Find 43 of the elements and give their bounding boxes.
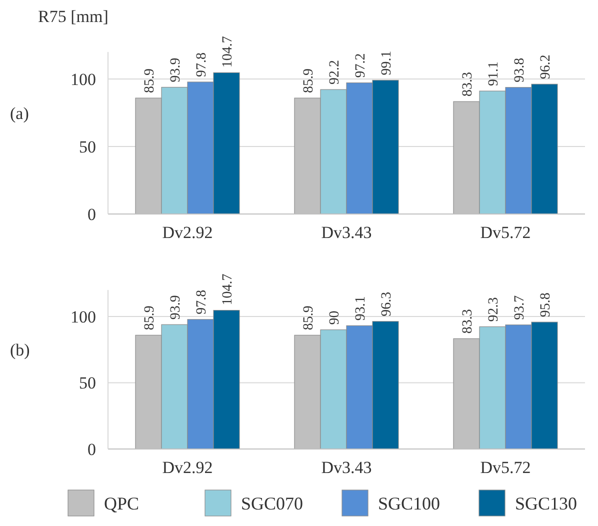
y-tick-label: 50	[79, 137, 96, 156]
text: (a)	[10, 104, 29, 123]
y-tick-label: 0	[88, 204, 96, 224]
x-tick-label: Dv2.92	[162, 223, 213, 242]
data-label: 92.3	[486, 297, 502, 322]
y-tick-label: 100	[70, 70, 96, 89]
data-label: 93.9	[168, 58, 184, 82]
y-tick-label: 0	[88, 440, 96, 459]
data-label: 85.9	[142, 306, 158, 330]
x-tick-label: Dv5.72	[480, 223, 531, 242]
data-label: 97.8	[194, 52, 210, 77]
data-label: 93.7	[512, 295, 528, 320]
y-axis-title: R75 [mm]	[38, 7, 108, 26]
data-label: 95.8	[538, 292, 554, 318]
x-tick-label: Dv3.43	[321, 223, 372, 242]
x-tick-label: Dv2.92	[162, 458, 213, 477]
legend-label: QPC	[104, 493, 140, 514]
x-tick-label: Dv5.72	[480, 458, 531, 477]
data-label: 83.3	[460, 309, 476, 334]
data-label: 99.1	[380, 50, 394, 76]
data-label: 85.9	[302, 68, 316, 94]
data-label: 97.8	[194, 290, 210, 314]
legend-label: SGC130	[515, 493, 578, 514]
legend-label: SGC070	[241, 493, 304, 514]
data-label: 104.7	[220, 36, 236, 68]
y-tick-label: 100	[70, 307, 96, 326]
data-label: 93.8	[512, 58, 528, 82]
data-label: 96.2	[538, 54, 554, 80]
data-label: 93.1	[354, 296, 368, 321]
y-tick-label: 50	[79, 374, 96, 393]
data-label: 92.2	[328, 60, 342, 85]
x-tick-label: Dv3.43	[321, 458, 372, 477]
data-label: 96.3	[380, 292, 394, 316]
data-label: 90	[328, 310, 342, 325]
data-label: 97.2	[354, 53, 368, 78]
data-label: 93.9	[168, 295, 184, 320]
data-label: 83.3	[460, 72, 476, 97]
data-label: 85.9	[302, 306, 316, 330]
data-label: 91.1	[486, 62, 502, 86]
legend-label: SGC100	[378, 493, 440, 514]
text: (b)	[10, 340, 30, 360]
data-label: 104.7	[220, 274, 236, 306]
data-label: 85.9	[142, 68, 158, 94]
